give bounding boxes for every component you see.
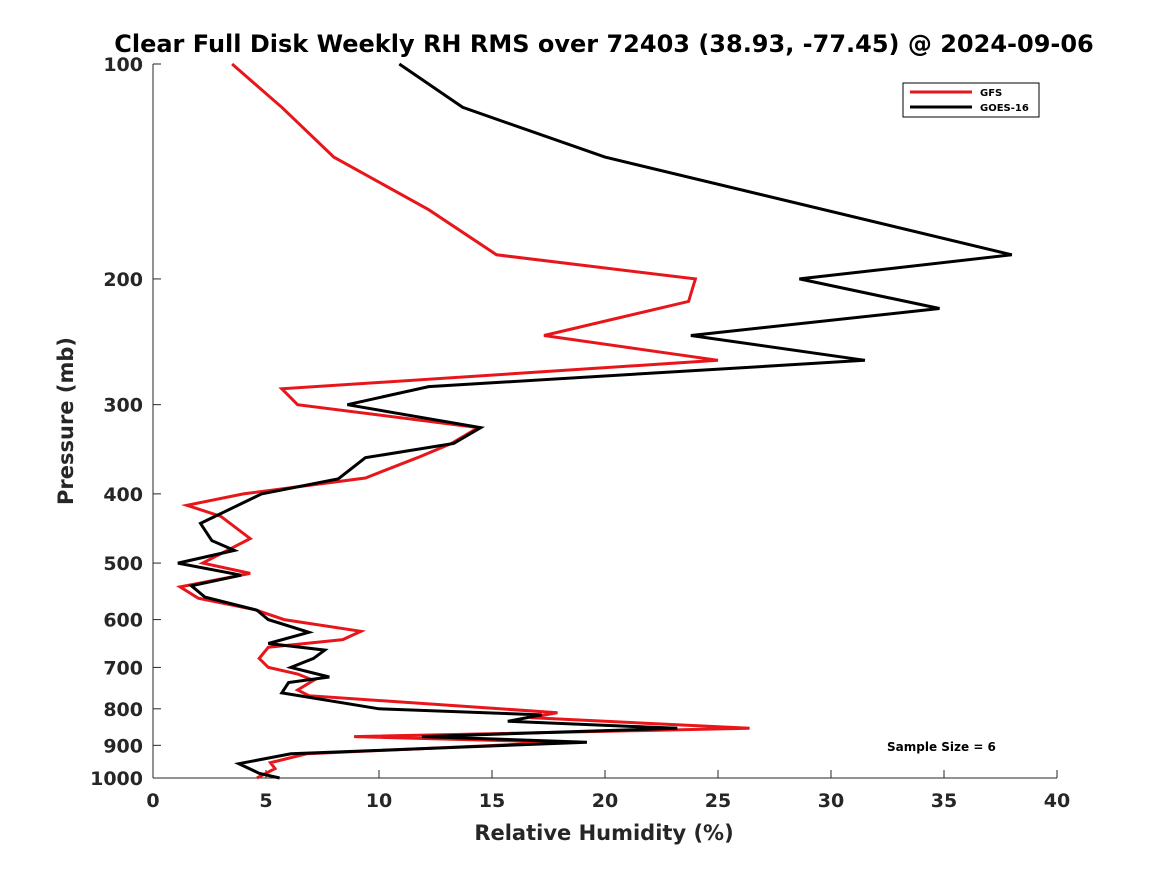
legend-label-goes-16: GOES-16 — [980, 103, 1029, 114]
plot-area — [176, 62, 1013, 780]
x-tick-label: 35 — [931, 790, 957, 812]
legend-box — [902, 82, 1040, 118]
x-axis-label: Relative Humidity (%) — [474, 821, 733, 845]
y-tick-label: 200 — [103, 269, 143, 291]
x-tick-label: 30 — [818, 790, 844, 812]
x-tick-label: 40 — [1044, 790, 1070, 812]
y-tick-label: 100 — [103, 54, 143, 76]
x-tick-label: 20 — [592, 790, 618, 812]
x-tick-label: 15 — [479, 790, 505, 812]
y-tick-label: 300 — [103, 395, 143, 417]
chart-title: Clear Full Disk Weekly RH RMS over 72403… — [114, 30, 1094, 58]
sample-size-annotation: Sample Size = 6 — [887, 740, 996, 754]
x-tick-label: 5 — [259, 790, 272, 812]
y-tick-label: 700 — [103, 657, 143, 679]
y-tick-label: 600 — [103, 610, 143, 632]
y-tick-label: 900 — [103, 735, 143, 757]
y-tick-label: 800 — [103, 699, 143, 721]
axes: 0 5 10 15 20 25 30 35 40 100 200 300 400 500 600 700 800… — [90, 54, 1070, 812]
x-tick-label: 25 — [705, 790, 731, 812]
x-tick-label: 10 — [366, 790, 392, 812]
x-tick-label: 0 — [146, 790, 159, 812]
legend-label-gfs: GFS — [980, 88, 1002, 99]
series-line-goes-16 — [177, 62, 1013, 780]
legend: GFS GOES-16 — [902, 82, 1040, 118]
y-tick-label: 500 — [103, 553, 143, 575]
y-axis-label: Pressure (mb) — [54, 337, 78, 505]
y-tick-label: 1000 — [90, 768, 143, 790]
y-tick-label: 400 — [103, 484, 143, 506]
